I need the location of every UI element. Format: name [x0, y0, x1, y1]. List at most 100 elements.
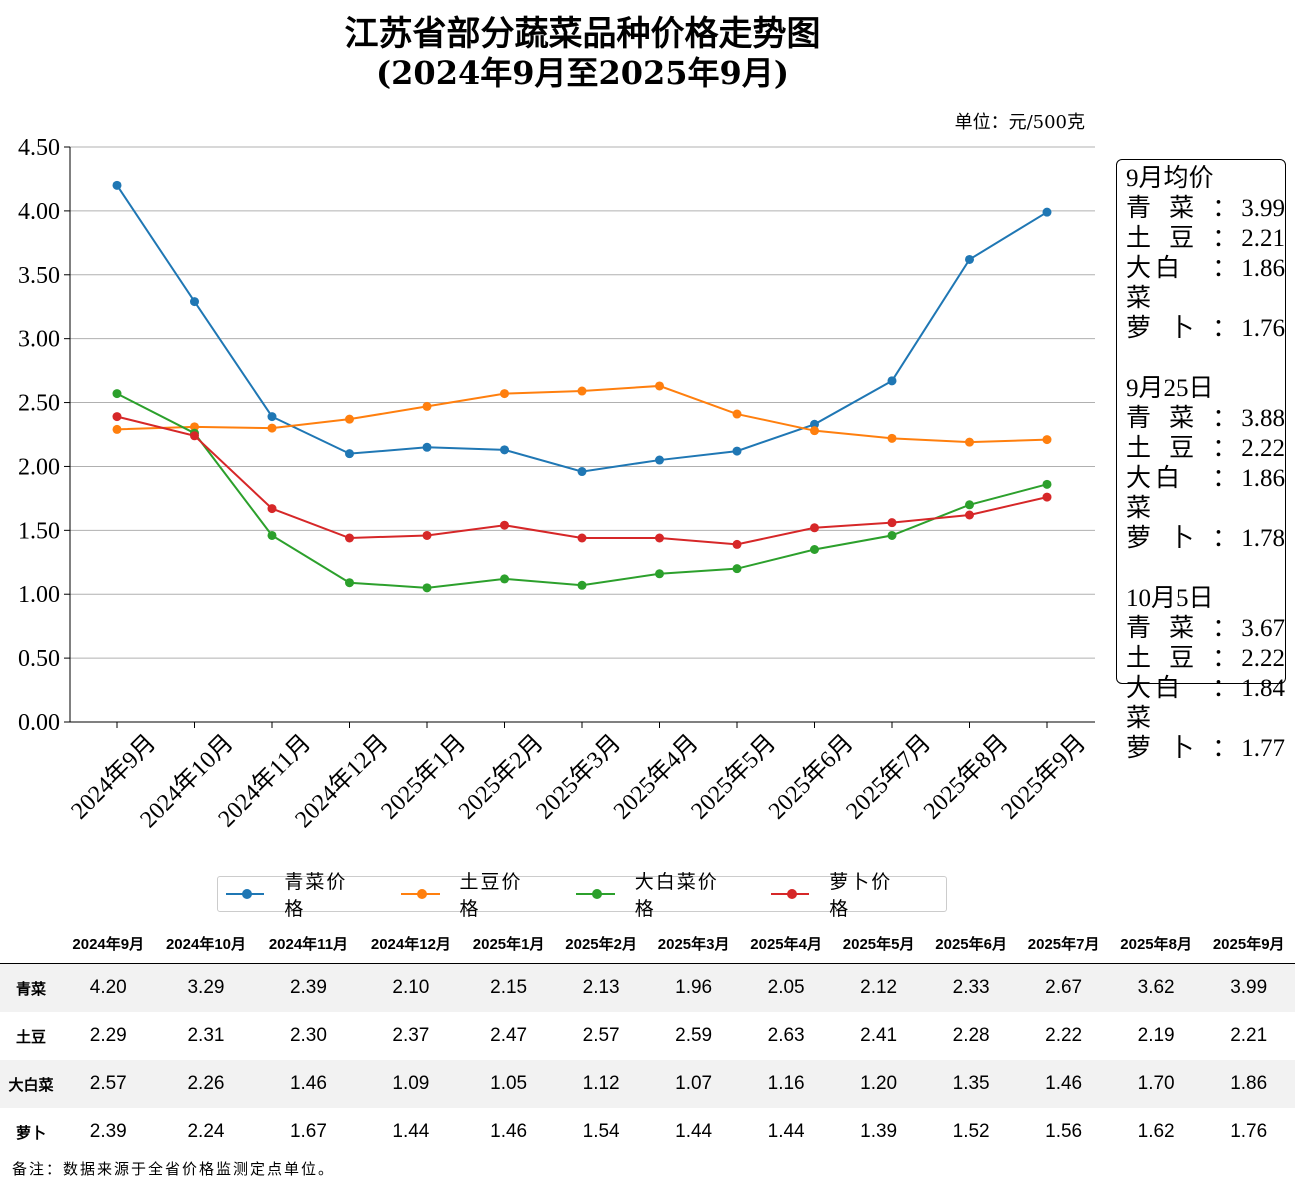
data-point [112, 389, 122, 399]
column-header: 2025年6月 [924, 923, 1018, 964]
legend-swatch [226, 889, 265, 899]
data-point [810, 545, 819, 554]
data-point [810, 426, 819, 436]
table-cell: 1.39 [860, 1121, 898, 1142]
table-header-row: 2024年9月 2024年10月 2024年11月 2024年12月 2025年1月 20… [0, 923, 1295, 964]
note-group: 9月25日青菜： 3.88 土豆： 2.22 大白菜： 1.86 萝卜： 1.78 [1126, 374, 1285, 554]
series-line-萝卜 [116, 415, 1048, 546]
data-point [500, 520, 509, 530]
table-cell: 2.33 [924, 963, 1018, 1012]
table-cell: 2.15 [462, 963, 555, 1012]
note-value: 1.86 [1241, 465, 1285, 492]
table-cell: 2.57 [62, 1060, 155, 1108]
chart-title: 江苏省部分蔬菜品种价格走势图 [344, 14, 821, 54]
column-header: 2025年3月 [647, 923, 740, 964]
table-cell: 2.12 [832, 963, 925, 1012]
data-point [577, 580, 587, 590]
table-cell: 1.44 [392, 1121, 430, 1142]
table-cell: 2.30 [289, 1025, 327, 1046]
table-cell: 3.29 [154, 963, 258, 1012]
table-cell: 3.62 [1109, 963, 1203, 1012]
column-header: 2024年12月 [359, 923, 463, 964]
column-header: 2025年1月 [462, 923, 555, 964]
data-point [810, 419, 819, 429]
table-cell: 2.22 [1045, 1025, 1083, 1046]
legend-item: 萝卜价格 [770, 867, 906, 921]
data-point [732, 409, 742, 419]
data-point [345, 449, 354, 459]
note-value: 3.99 [1241, 195, 1285, 222]
note-group: 9月均价青菜： 3.99 土豆： 2.21 大白菜： 1.86 萝卜： 1.76 [1126, 164, 1285, 344]
data-table: 2024年9月 2024年10月 2024年11月 2024年12月 2025年1月 20… [0, 923, 1295, 1156]
note-label: 大白菜 [1126, 675, 1185, 732]
legend: 青菜价格 土豆价格 大白菜价格 萝卜价格 [217, 871, 947, 920]
data-point [1042, 479, 1052, 489]
table-cell: 1.86 [1202, 1060, 1295, 1108]
data-point [965, 254, 974, 264]
note-value: 3.88 [1241, 405, 1285, 432]
legend-label: 土豆价格 [459, 871, 523, 920]
row-header: 萝卜 [15, 1124, 46, 1142]
data-point [655, 533, 664, 543]
legend-label: 大白菜价格 [634, 871, 719, 920]
column-header: 2025年7月 [1017, 923, 1110, 964]
note-row: 大白菜： 1.86 [1126, 465, 1285, 522]
column-header: 2025年4月 [739, 923, 833, 964]
data-point [190, 431, 199, 441]
series-line-大白菜 [116, 392, 1048, 589]
chart-subtitle: (2024年9月至2025年9月) [376, 54, 789, 92]
data-point [112, 412, 122, 422]
table-cell: 1.35 [924, 1060, 1018, 1108]
note-label: 萝卜 [1126, 315, 1195, 342]
table-cell: 1.96 [647, 963, 740, 1012]
table-cell: 2.05 [739, 963, 833, 1012]
note-value: 1.86 [1241, 255, 1285, 282]
data-point [500, 389, 509, 399]
data-point [267, 412, 277, 422]
data-point [965, 510, 974, 520]
note-label: 萝卜 [1126, 735, 1195, 762]
y-tick-label: 2.50 [18, 391, 60, 417]
note-label: 萝卜 [1126, 525, 1195, 552]
column-header: 2024年11月 [257, 923, 360, 964]
table-cell: 2.28 [952, 1025, 990, 1046]
note-row: 土豆： 2.22 [1126, 435, 1285, 462]
table-cell: 2.47 [490, 1025, 528, 1046]
table-cell: 2.57 [582, 1025, 620, 1046]
table-cell: 1.56 [1045, 1121, 1083, 1142]
data-point [267, 504, 277, 514]
data-point [655, 455, 664, 465]
data-point [190, 297, 199, 307]
y-tick-label: 4.00 [18, 199, 60, 225]
table-cell: 2.37 [392, 1025, 430, 1046]
table-cell: 1.12 [554, 1060, 648, 1108]
note-row: 青菜： 3.67 [1126, 615, 1285, 642]
y-tick-label: 2.00 [18, 454, 60, 480]
note-row: 土豆： 2.22 [1126, 645, 1285, 672]
y-tick-label: 0.00 [18, 710, 60, 736]
note-label: 大白菜 [1126, 465, 1185, 522]
legend-item: 青菜价格 [226, 867, 361, 921]
note-title: 9月25日 [1126, 375, 1214, 402]
table-cell: 1.16 [739, 1060, 833, 1108]
table-row: 萝卜 2.39 2.24 1.67 1.44 1.46 1.54 1.44 1.44 1.39 1.… [0, 1108, 1295, 1156]
column-header: 2025年9月 [1202, 923, 1295, 964]
data-point [732, 564, 742, 574]
note-value: 2.22 [1241, 645, 1285, 672]
data-point [1042, 492, 1052, 502]
data-point [887, 376, 897, 386]
table-row: 土豆 2.29 2.31 2.30 2.37 2.47 2.57 2.59 2.63 2.41 2.… [0, 1012, 1295, 1060]
column-header: 2024年10月 [154, 923, 258, 964]
legend-label: 青菜价格 [284, 871, 348, 920]
data-point [345, 578, 354, 588]
note-row: 萝卜： 1.77 [1126, 735, 1285, 762]
legend-swatch [770, 889, 810, 899]
table-cell: 2.13 [554, 963, 648, 1012]
note-row: 土豆： 2.21 [1126, 225, 1285, 252]
note-label: 土豆 [1126, 435, 1195, 462]
note-group: 10月5日青菜： 3.67 土豆： 2.22 大白菜： 1.84 萝卜： 1.77 [1126, 584, 1285, 764]
column-header: 2025年2月 [554, 923, 648, 964]
table-cell: 2.26 [154, 1060, 258, 1108]
note-value: 2.21 [1241, 225, 1285, 252]
table-cell: 2.41 [860, 1025, 898, 1046]
